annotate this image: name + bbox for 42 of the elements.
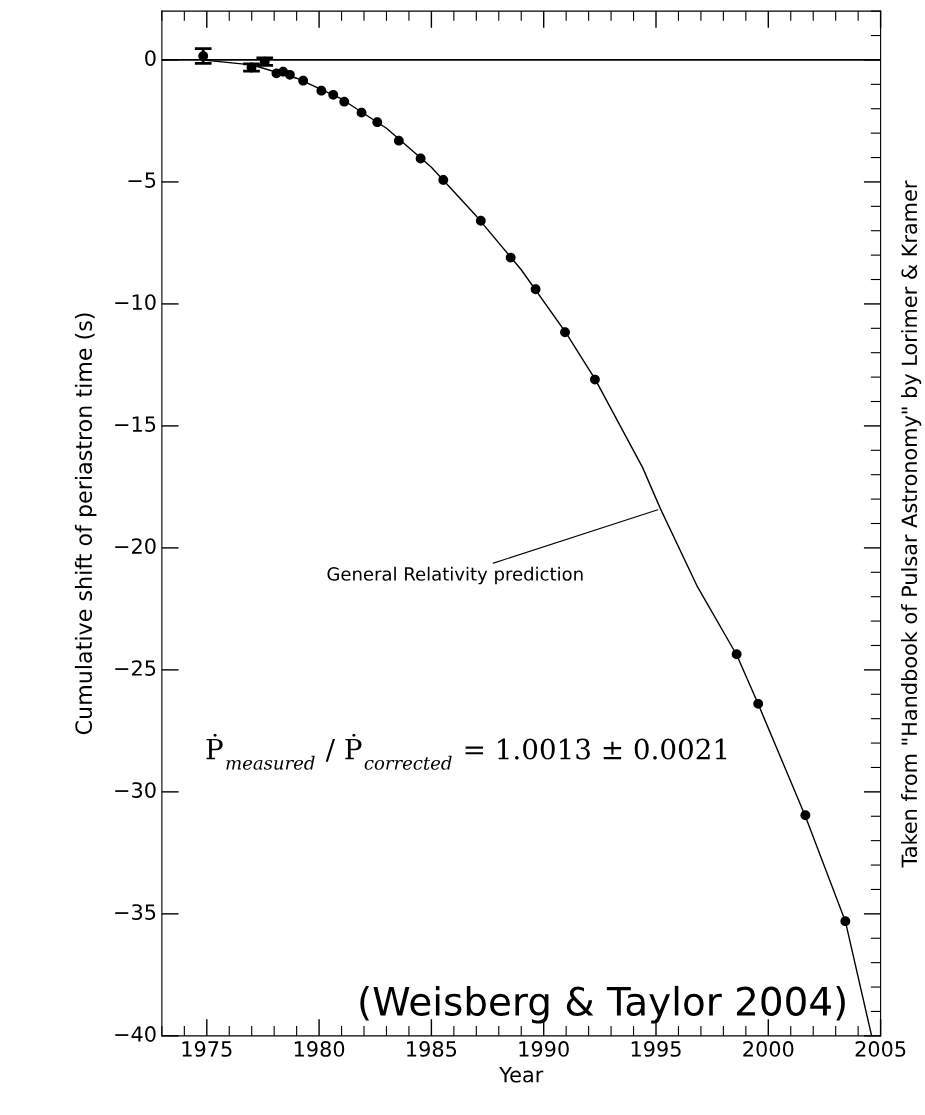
point [339, 96, 350, 107]
y-tick-label: −5 [128, 172, 156, 188]
y-axis-title: Cumulative shift of periastron time (s) [74, 313, 97, 735]
point [475, 215, 486, 226]
point [198, 51, 209, 61]
point [438, 175, 449, 185]
y-tick-label: −10 [115, 294, 156, 310]
point [731, 649, 742, 660]
y-tick-label: −20 [115, 538, 156, 554]
x-tick-label: 1980 [294, 1041, 345, 1057]
x-tick-label: 1990 [519, 1041, 569, 1057]
y-tick-label: −25 [115, 660, 156, 676]
x-tick-label: 2005 [855, 1041, 906, 1057]
point [328, 89, 339, 100]
point [393, 135, 404, 146]
point [284, 69, 295, 80]
point [316, 85, 327, 96]
point [800, 810, 811, 821]
x-tick-label: 1975 [182, 1041, 232, 1057]
x-tick-label: 1995 [631, 1041, 681, 1057]
x-tick-label: 1985 [407, 1041, 457, 1057]
y-tick-label: −15 [115, 416, 156, 432]
point [372, 117, 383, 128]
annotation: General Relativity prediction [327, 566, 583, 585]
point [298, 75, 309, 86]
y-tick-label: −40 [115, 1026, 156, 1042]
x-tick-label: 2000 [743, 1041, 794, 1057]
point [840, 916, 851, 927]
point [753, 698, 764, 709]
text: Taken from "Handbook of Pulsar Astronomy" by Lorimer & Kramer [901, 180, 922, 868]
point [530, 284, 541, 295]
point [415, 153, 426, 164]
y-tick-label: −35 [115, 904, 156, 920]
annotation: (Weisberg & Taylor 2004) [360, 985, 845, 1024]
point [590, 374, 600, 385]
x-axis-title: Year [499, 1067, 544, 1083]
point [356, 107, 367, 118]
point [505, 252, 516, 263]
y-tick-label: 0 [145, 50, 156, 66]
point [560, 327, 570, 338]
point [259, 56, 270, 67]
y-tick-label: −30 [115, 782, 156, 798]
